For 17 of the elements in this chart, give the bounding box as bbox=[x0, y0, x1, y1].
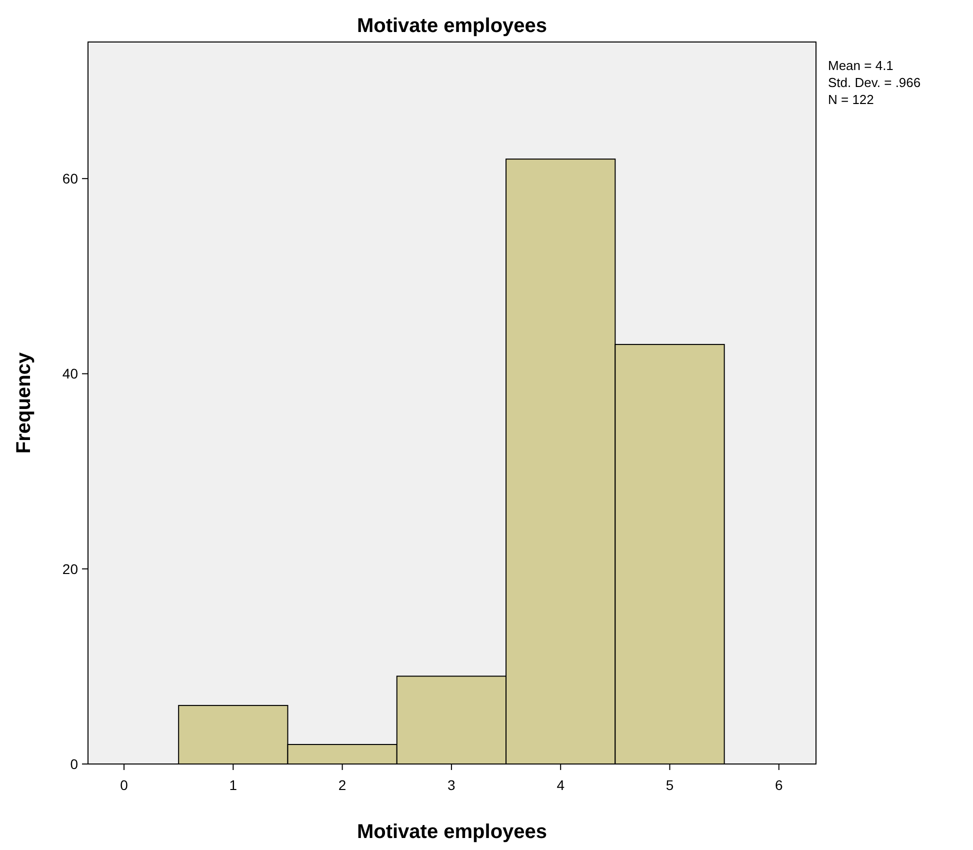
y-tick-label: 40 bbox=[62, 366, 78, 382]
x-tick-label: 0 bbox=[120, 777, 128, 793]
y-tick-label: 60 bbox=[62, 170, 78, 187]
x-axis-title: Motivate employees bbox=[356, 821, 548, 843]
x-tick-label: 2 bbox=[338, 777, 346, 793]
x-tick-label: 3 bbox=[448, 777, 456, 793]
x-tick-label: 6 bbox=[774, 777, 783, 793]
text: Mean = 4.1 bbox=[828, 58, 894, 73]
x-tick-label: 4 bbox=[556, 777, 565, 793]
x-tick-label: 5 bbox=[666, 777, 674, 793]
x-tick-label: 1 bbox=[229, 777, 238, 793]
text: N = 122 bbox=[828, 92, 874, 107]
text: Std. Dev. = .966 bbox=[828, 75, 921, 90]
y-tick-label: 0 bbox=[70, 756, 78, 772]
y-axis-title: Frequency bbox=[13, 352, 35, 454]
chart-title: Motivate employees bbox=[356, 15, 548, 37]
y-tick-label: 20 bbox=[62, 560, 78, 577]
